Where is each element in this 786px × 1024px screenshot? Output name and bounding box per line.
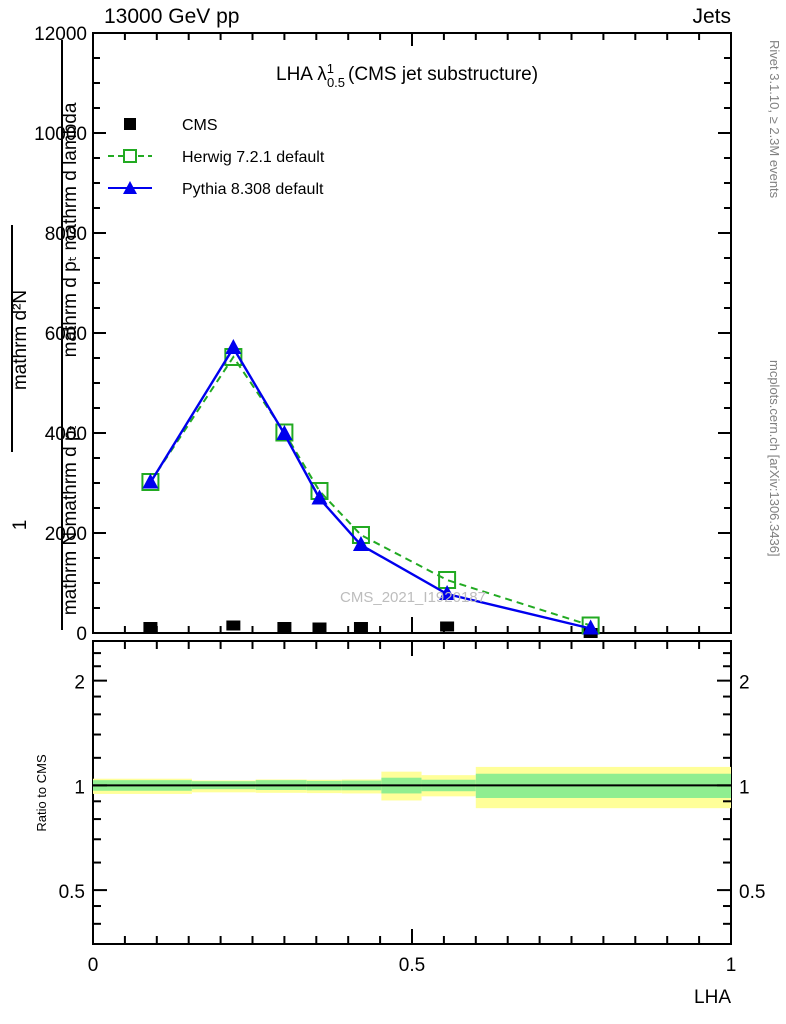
legend: CMS Herwig 7.2.1 default Pythia 8.308 defa…: [108, 117, 325, 198]
ratio-y-axis-label: Ratio to CMS: [34, 754, 49, 832]
ratio-y-tick-label-left: 0.5: [59, 882, 85, 903]
data-point-square-open: [275, 423, 294, 442]
x-axis-tick-labels: 0 0.5 1: [88, 955, 737, 976]
legend-label: Pythia 8.308 default: [182, 181, 324, 198]
data-point-triangle-filled: [439, 585, 456, 600]
data-point-square-filled: [312, 622, 327, 633]
y-axis-label-numerator: mathrm d²N: [10, 290, 31, 390]
ratio-y-tick-label-right: 1: [739, 777, 750, 798]
main-y-tick-label: 10000: [34, 124, 87, 145]
svg-text:LHA λ10.5(CMS jet substructure: LHA λ1 0.5 (CMS jet substructure): [276, 61, 538, 90]
main-y-tick-label: 8000: [45, 224, 87, 245]
analysis-id-watermark: CMS_2021_I1920187: [340, 589, 486, 606]
ratio-y-tick-label-right: 2: [739, 673, 750, 694]
y-axis-label-prefix-numerator: 1: [10, 520, 31, 531]
x-axis-label: LHA: [694, 987, 731, 1008]
data-point-square-filled: [440, 621, 455, 632]
ratio-y-tick-label-right: 0.5: [739, 882, 765, 903]
x-tick-label: 0: [88, 955, 99, 976]
ratio-axis-ticks: [92, 640, 732, 944]
data-point-square-filled: [226, 620, 241, 631]
data-point-triangle-filled: [311, 489, 328, 505]
plot-title: LHA λ1 0.5 (CMS jet substructure): [276, 61, 538, 90]
title-main-text: LHA λ: [276, 64, 327, 85]
side-label-mcplots-url: mcplots.cern.ch [arXiv:1306.3436]: [767, 360, 782, 557]
main-y-tick-label: 0: [76, 624, 87, 645]
main-y-tick-label: 12000: [34, 24, 87, 45]
legend-label: CMS: [182, 117, 218, 134]
main-y-tick-label: 6000: [45, 324, 87, 345]
data-point-triangle-filled: [142, 473, 159, 489]
ratio-y-tick-labels: 0.5 0.5 1 1 2 2: [59, 673, 766, 903]
main-y-axis-label: mathrm d²N 1 mathrm d pₜ mathrm d lambda…: [10, 40, 81, 630]
y-axis-label-prefix-denominator: mathrm N mathrm d pₜ: [60, 425, 81, 615]
header-beam-energy: 13000 GeV pp: [104, 5, 239, 28]
main-axis-ticks: [92, 32, 732, 634]
ratio-uncertainty-bands: [93, 766, 731, 809]
title-rest-text: (CMS jet substructure): [348, 64, 538, 85]
legend-marker-square-open: [123, 149, 137, 163]
main-y-tick-labels: 0 2000 4000 6000 8000 10000 12000: [34, 24, 87, 645]
x-tick-label: 1: [726, 955, 737, 976]
legend-label: Herwig 7.2.1 default: [182, 149, 325, 166]
data-point-triangle-filled: [225, 339, 242, 354]
legend-marker-triangle-filled: [123, 181, 137, 194]
header-analysis-type: Jets: [692, 5, 731, 28]
data-point-square-filled: [277, 622, 292, 632]
y-axis-label-denominator: mathrm d pₜ mathrm d lambda: [60, 102, 81, 357]
ratio-y-tick-label-left: 2: [74, 673, 85, 694]
data-point-square-filled: [353, 622, 368, 632]
side-label-rivet-version: Rivet 3.1.10, ≥ 2.3M events: [767, 40, 782, 199]
series-line: [149, 345, 591, 630]
data-series-group: [141, 339, 600, 638]
data-point-square-filled: [143, 622, 158, 632]
data-point-triangle-filled: [582, 619, 599, 635]
title-superscript: 1: [327, 61, 334, 76]
data-point-triangle-filled: [276, 425, 293, 440]
main-y-tick-label: 2000: [45, 524, 87, 545]
x-tick-label: 0.5: [399, 955, 425, 976]
ratio-y-tick-label-left: 1: [74, 777, 85, 798]
legend-marker-square-filled: [124, 118, 136, 130]
main-y-tick-label: 4000: [45, 424, 87, 445]
series-line: [149, 355, 591, 627]
title-subscript: 0.5: [327, 75, 345, 90]
data-point-triangle-filled: [352, 536, 369, 551]
